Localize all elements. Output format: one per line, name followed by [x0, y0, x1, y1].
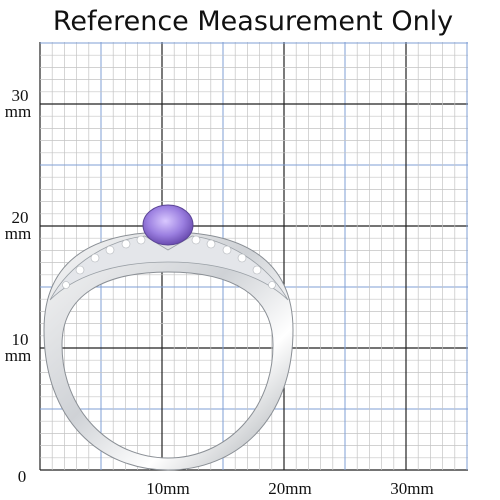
axis-labels: 30 mm 20 mm 10 mm 0 10mm 20mm 30mm: [5, 86, 434, 498]
ring: [43, 204, 294, 471]
y-label: 20: [12, 208, 29, 227]
y-unit: mm: [5, 224, 31, 243]
x-label: 20mm: [268, 479, 311, 498]
title: Reference Measurement Only: [53, 6, 453, 37]
y-unit: mm: [5, 346, 31, 365]
y-label: 0: [18, 467, 27, 486]
y-label: 30: [12, 86, 29, 105]
y-label: 10: [12, 330, 29, 349]
x-label: 10mm: [146, 479, 189, 498]
gemstone: [142, 204, 194, 246]
ring-band: [43, 231, 294, 471]
x-label: 30mm: [390, 479, 433, 498]
y-unit: mm: [5, 102, 31, 121]
pave-stones: [62, 235, 276, 289]
